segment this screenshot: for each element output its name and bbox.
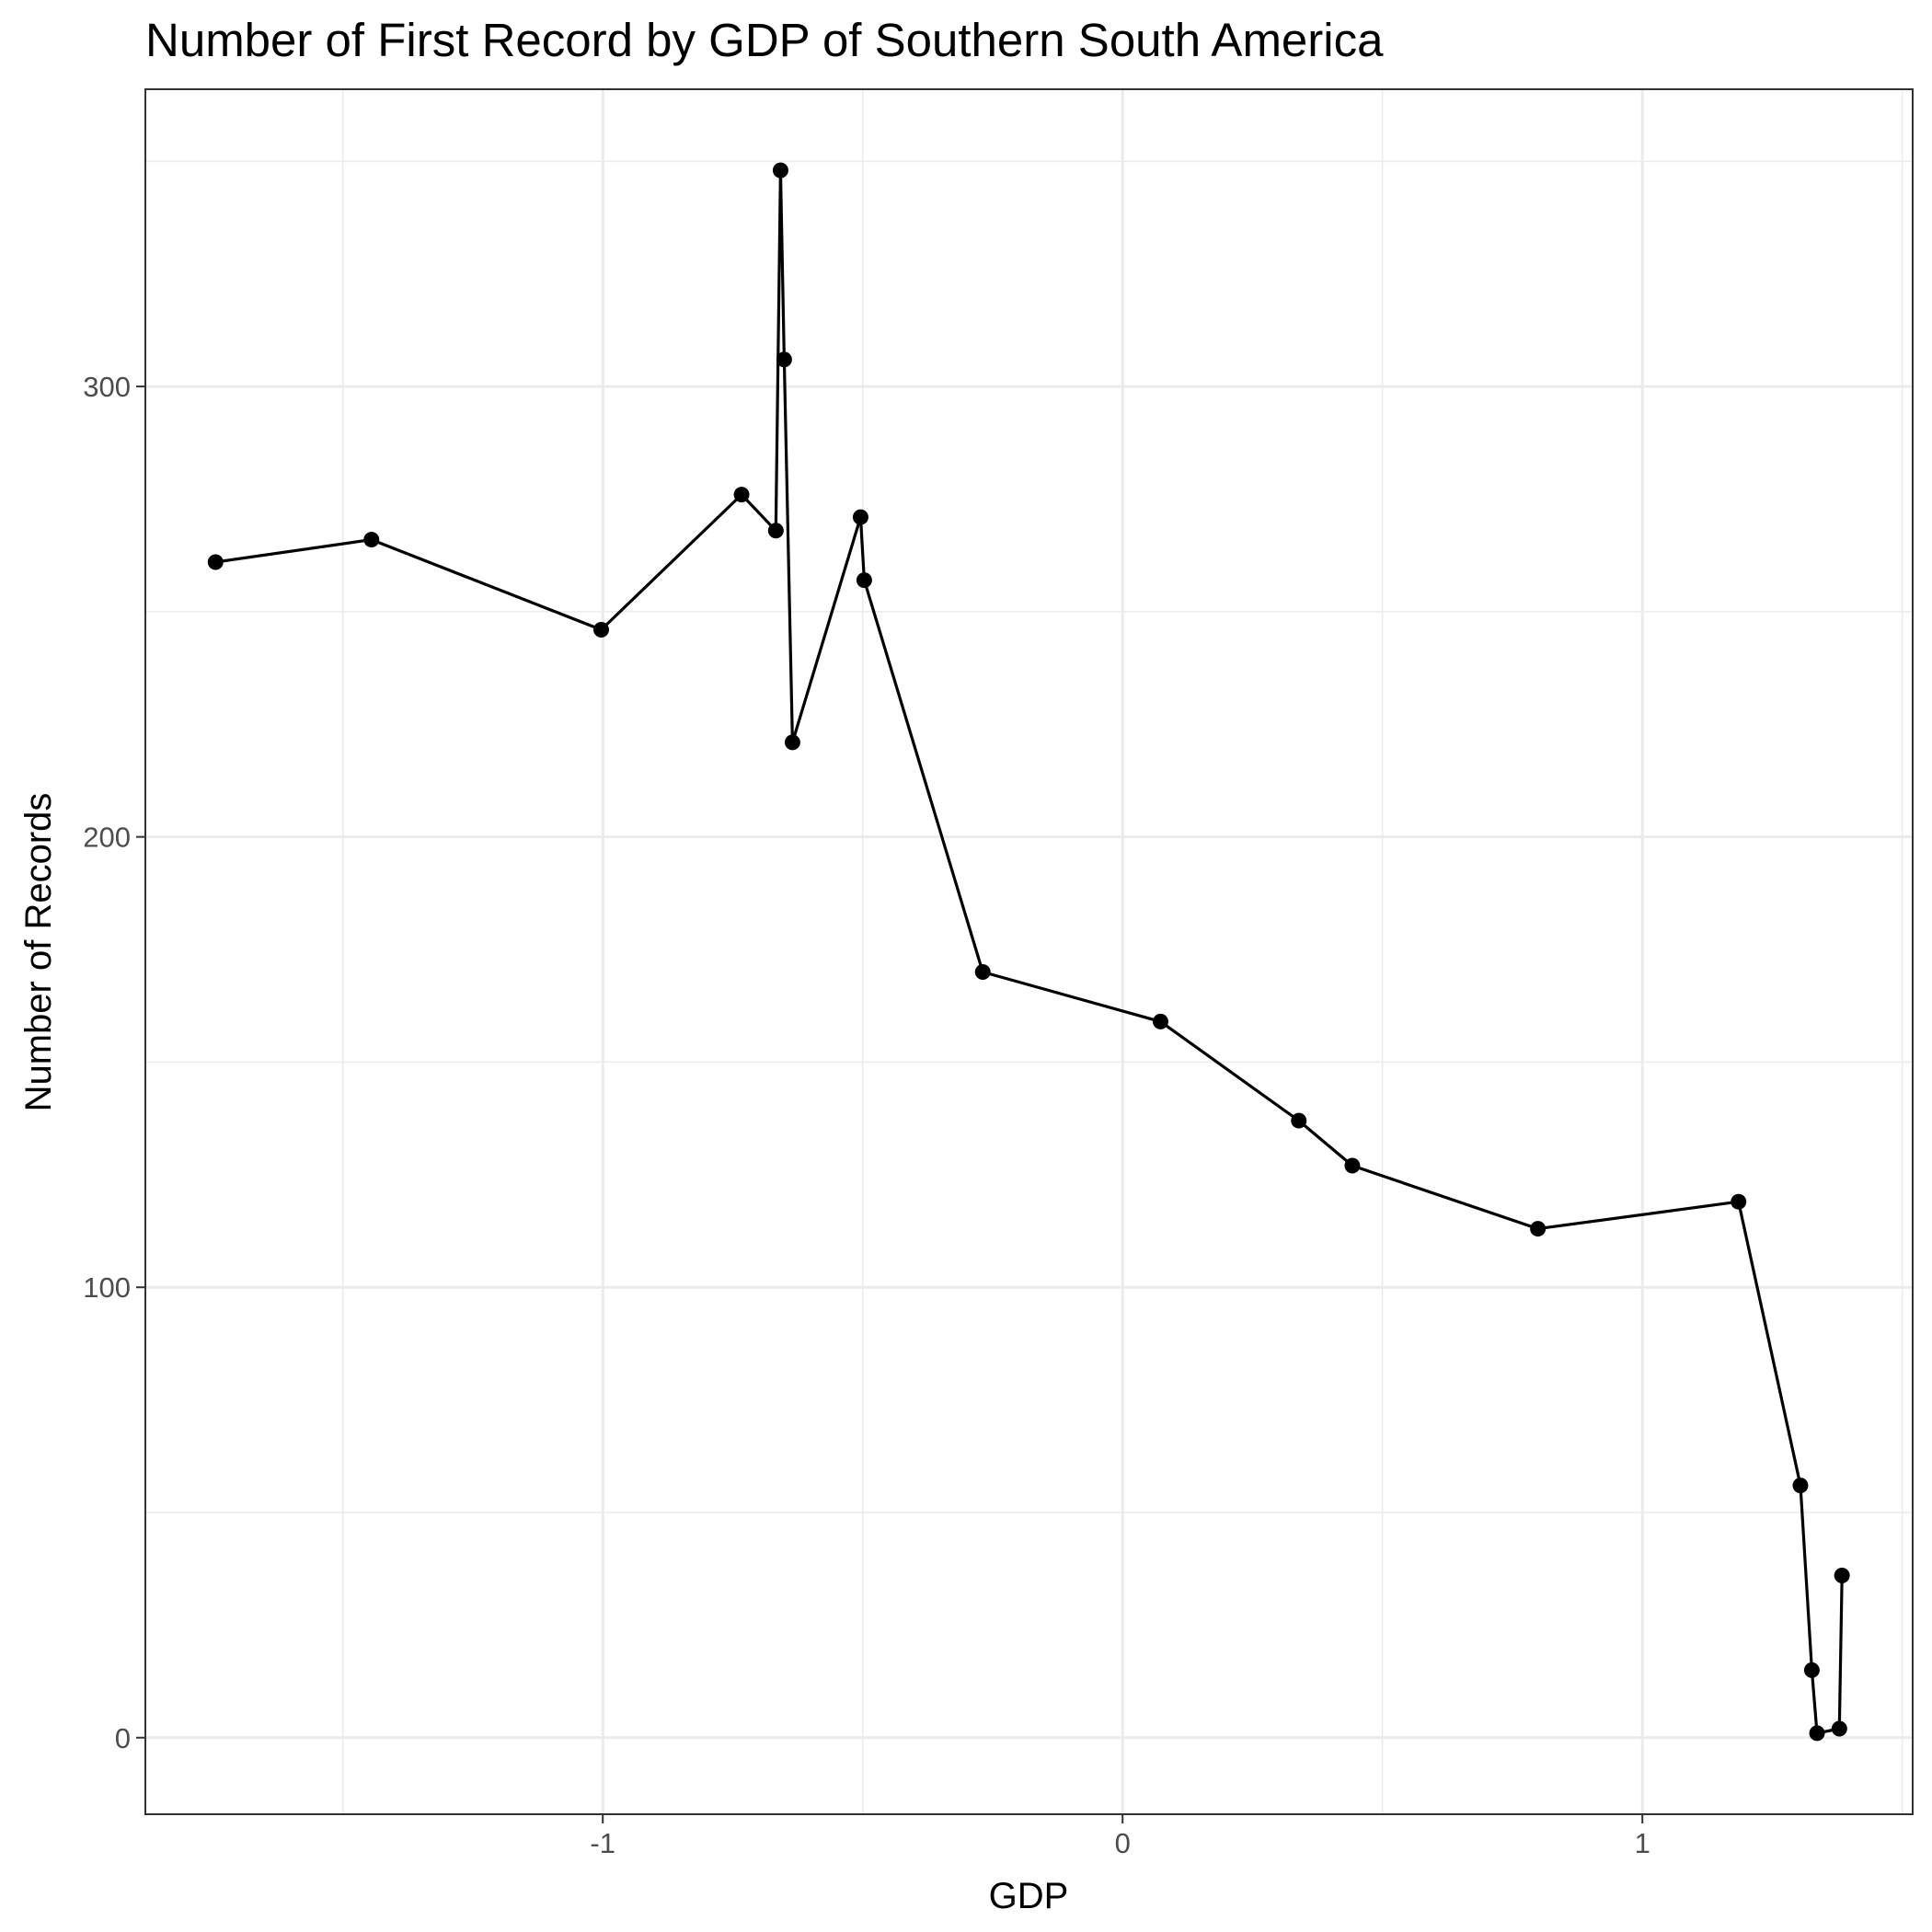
data-point bbox=[852, 509, 868, 525]
chart-title: Number of First Record by GDP of Souther… bbox=[145, 14, 1384, 66]
y-tick-label: 300 bbox=[83, 371, 131, 403]
data-point bbox=[593, 621, 610, 638]
y-axis-title: Number of Records bbox=[18, 793, 59, 1112]
minor-gridlines bbox=[145, 89, 1913, 1814]
axis-ticks: -1 0 1 0 100 200 300 bbox=[83, 371, 1650, 1859]
data-point bbox=[784, 734, 800, 751]
data-point bbox=[856, 572, 872, 589]
data-point bbox=[1792, 1478, 1809, 1494]
data-point bbox=[1344, 1157, 1361, 1174]
series-layer bbox=[207, 162, 1850, 1742]
data-point bbox=[1831, 1720, 1847, 1737]
panel-background bbox=[145, 89, 1913, 1814]
data-point bbox=[363, 532, 380, 548]
data-point bbox=[974, 964, 991, 981]
major-gridlines bbox=[145, 89, 1913, 1814]
y-tick-label: 0 bbox=[115, 1722, 131, 1754]
y-tick-label: 200 bbox=[83, 822, 131, 854]
data-point bbox=[767, 523, 784, 539]
data-point bbox=[1731, 1193, 1747, 1210]
panel-border bbox=[144, 88, 1914, 1815]
data-point bbox=[1530, 1221, 1547, 1237]
data-point bbox=[776, 351, 792, 368]
x-tick-label: 1 bbox=[1635, 1827, 1650, 1859]
data-point bbox=[1291, 1112, 1307, 1129]
data-point bbox=[1803, 1662, 1820, 1678]
x-axis-title: GDP bbox=[989, 1876, 1069, 1916]
data-point bbox=[1809, 1725, 1825, 1742]
data-point bbox=[207, 554, 224, 570]
data-point bbox=[772, 162, 788, 178]
y-tick-label: 100 bbox=[83, 1271, 131, 1304]
data-point bbox=[733, 487, 750, 503]
data-point bbox=[1152, 1013, 1168, 1029]
x-tick-label: -1 bbox=[590, 1827, 615, 1859]
x-tick-label: 0 bbox=[1115, 1827, 1131, 1859]
data-point bbox=[1834, 1568, 1850, 1584]
